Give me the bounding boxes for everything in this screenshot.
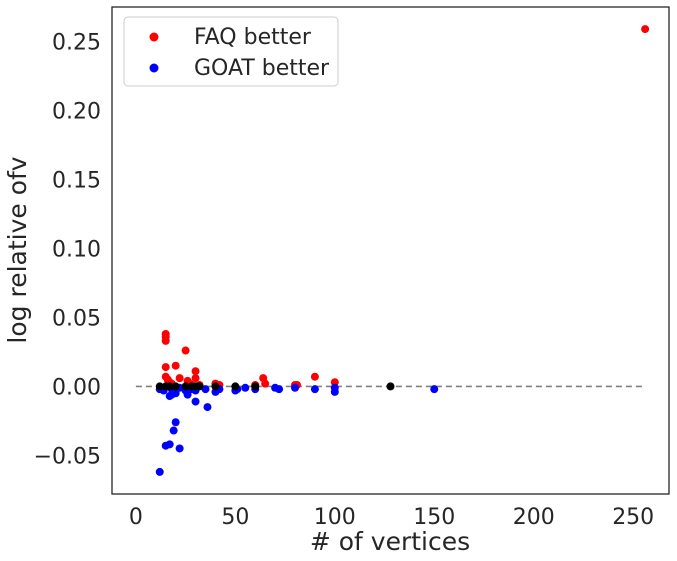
legend-marker-faq (149, 32, 159, 42)
goat-better-point (310, 385, 319, 394)
goat-better-point (201, 385, 210, 394)
y-axis-ticks: −0.05 0.00 0.05 0.10 0.15 0.20 0.25 (34, 30, 101, 469)
faq-better-point (181, 346, 190, 355)
tie-point (251, 382, 260, 391)
tie-point (386, 382, 395, 391)
tie-point (231, 382, 240, 391)
x-axis-title: # of vertices (310, 527, 470, 556)
x-axis-ticks: 0 50 100 150 200 250 (129, 505, 654, 530)
x-tick-label: 50 (221, 505, 249, 530)
goat-better-point (430, 385, 439, 394)
y-tick-label: 0.10 (52, 237, 101, 262)
y-tick-label: −0.05 (34, 444, 101, 469)
y-tick-label: 0.20 (52, 99, 101, 124)
faq-better-point (171, 361, 180, 370)
y-tick-label: 0.25 (52, 30, 101, 55)
faq-better-point (161, 336, 170, 345)
y-axis-title: log relative ofv (3, 156, 32, 343)
goat-better-point (171, 389, 180, 398)
faq-better-point (191, 374, 200, 383)
tie-point (171, 382, 180, 391)
tie-point (181, 382, 190, 391)
faq-better-point (261, 379, 270, 388)
legend-label-faq: FAQ better (194, 25, 312, 50)
x-tick-label: 200 (513, 505, 555, 530)
faq-better-point (641, 25, 650, 34)
legend: FAQ better GOAT better (123, 16, 339, 87)
tie-point (195, 382, 204, 391)
legend-box (123, 16, 339, 87)
goat-better-point (169, 426, 178, 435)
faq-better-point (310, 372, 319, 381)
faq-better-point (175, 374, 184, 383)
goat-better-point (183, 390, 192, 399)
faq-better-point (191, 367, 200, 376)
faq-better-point (330, 378, 339, 387)
tie-point (211, 382, 220, 391)
goat-better-point (171, 418, 180, 427)
y-tick-label: 0.15 (52, 168, 101, 193)
y-tick-label: 0.00 (52, 375, 101, 400)
goat-better-point (203, 403, 212, 412)
legend-label-goat: GOAT better (194, 56, 330, 81)
goat-better-point (155, 467, 164, 476)
x-tick-label: 250 (612, 505, 654, 530)
faq-better-point (161, 363, 170, 372)
plot-frame (111, 6, 670, 495)
data-points (155, 25, 650, 476)
goat-better-point (165, 440, 174, 449)
y-tick-label: 0.05 (52, 306, 101, 331)
goat-better-point (175, 444, 184, 453)
x-tick-label: 0 (129, 505, 143, 530)
legend-marker-goat (149, 63, 159, 73)
goat-better-point (241, 383, 250, 392)
goat-better-point (191, 397, 200, 406)
x-tick-label: 100 (314, 505, 356, 530)
goat-better-point (330, 387, 339, 396)
tie-point (165, 382, 174, 391)
x-tick-label: 150 (413, 505, 455, 530)
tie-point (155, 382, 164, 391)
goat-better-point (275, 385, 284, 394)
goat-better-point (291, 383, 300, 392)
